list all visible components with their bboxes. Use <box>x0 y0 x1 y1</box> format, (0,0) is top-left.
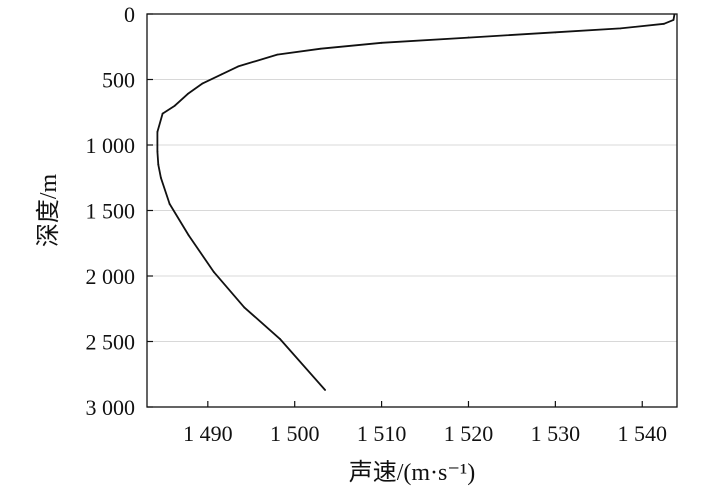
grid-layer <box>147 79 677 342</box>
x-tick-label: 1 530 <box>531 421 581 446</box>
data-point <box>173 104 176 107</box>
data-point <box>201 82 204 85</box>
x-axis-title: 声速/(m·s⁻¹) <box>349 459 476 486</box>
data-point <box>672 18 675 21</box>
data-point <box>276 53 279 56</box>
data-point <box>673 13 676 16</box>
x-tick-label: 1 540 <box>617 421 667 446</box>
data-point <box>319 47 322 50</box>
y-tick-label: 3 000 <box>86 395 136 420</box>
data-point <box>156 150 159 153</box>
data-point <box>237 65 240 68</box>
data-point <box>619 27 622 30</box>
y-tick-label: 2 000 <box>86 264 136 289</box>
data-point <box>213 271 215 273</box>
data-point <box>187 234 190 237</box>
tick-layer: 0 500 1 000 1 500 2 000 2 500 3 000 1 490 1 500 1… <box>86 2 667 446</box>
sound-speed-line <box>156 14 676 391</box>
y-tick-label: 2 500 <box>86 330 136 355</box>
data-point <box>380 41 383 44</box>
data-point <box>168 203 171 205</box>
x-tick-label: 1 510 <box>357 421 407 446</box>
data-point <box>324 389 327 391</box>
x-tick-label: 1 500 <box>270 421 320 446</box>
data-point <box>161 112 164 115</box>
data-point <box>157 163 160 166</box>
data-point <box>467 36 470 39</box>
data-point <box>663 22 665 25</box>
line-layer <box>156 13 676 391</box>
y-tick-label: 500 <box>102 68 135 93</box>
y-tick-label: 1 500 <box>86 199 136 224</box>
data-point <box>243 306 246 309</box>
data-point <box>279 337 281 340</box>
x-tick-label: 1 520 <box>444 421 494 446</box>
y-tick-label: 1 000 <box>86 133 136 158</box>
y-tick-label: 0 <box>124 2 135 27</box>
data-point <box>186 93 189 95</box>
data-point <box>156 131 159 133</box>
data-point <box>554 31 557 34</box>
y-axis-title: 深度/m <box>35 174 62 248</box>
data-point <box>160 176 162 179</box>
data-point <box>220 73 223 76</box>
x-tick-label: 1 490 <box>183 421 233 446</box>
